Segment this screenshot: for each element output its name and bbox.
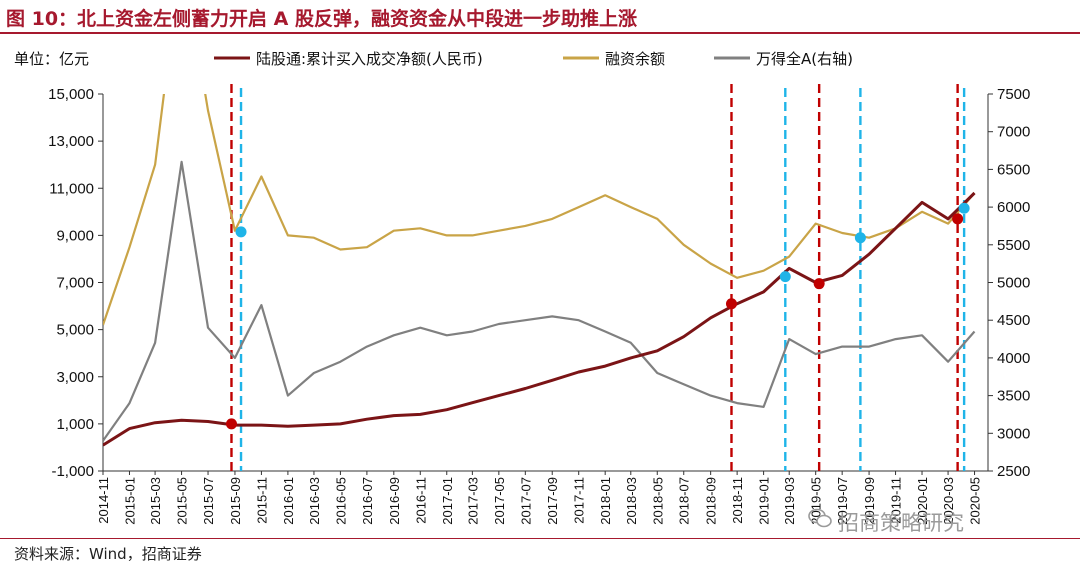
legend-label: 陆股通:累计买入成交净额(人民币)	[256, 50, 483, 68]
x-tick-label: 2017-11	[572, 477, 587, 524]
blue-event-point	[854, 232, 866, 244]
watermark: 招商策略研究	[838, 511, 964, 535]
x-tick-label: 2015-09	[228, 477, 243, 525]
y-right-tick-label: 3000	[997, 425, 1030, 442]
red-event-point	[725, 298, 737, 310]
y-right-tick-label: 6500	[997, 161, 1030, 178]
y-left-tick-label: 9,000	[56, 227, 94, 244]
y-left-tick-label: -1,000	[51, 463, 94, 480]
x-tick-label: 2017-01	[440, 477, 455, 525]
x-tick-label: 2017-05	[492, 477, 507, 525]
series-lines	[103, 94, 976, 447]
chart-canvas: 单位：亿元 陆股通:累计买入成交净额(人民币) 融资余额 万得全A(右轴) 15,0…	[14, 50, 1030, 525]
x-tick-label: 2016-07	[360, 477, 375, 525]
legend-label: 万得全A(右轴)	[756, 50, 853, 68]
blue-event-point	[235, 226, 247, 238]
y-left-tick-label: 1,000	[56, 416, 94, 433]
y-left-tick-label: 13,000	[48, 133, 94, 150]
event-lines	[230, 84, 966, 471]
x-tick-label: 2018-05	[650, 477, 665, 525]
x-tick-label: 2019-03	[782, 477, 797, 525]
title-rule	[0, 32, 1080, 34]
x-tick-label: 2016-11	[413, 477, 428, 524]
x-tick-label: 2020-03	[941, 477, 956, 525]
source-note: 资料来源：Wind，招商证券	[14, 545, 202, 563]
y-left-tick-label: 15,000	[48, 86, 94, 103]
blue-event-point	[958, 202, 970, 214]
wechat-icon	[808, 508, 832, 528]
x-tick-label: 2017-07	[518, 477, 533, 525]
margin-balance-line	[103, 94, 976, 326]
y-right-tick-label: 7500	[997, 86, 1030, 103]
x-tick-label: 2015-03	[148, 477, 163, 525]
red-event-point	[952, 213, 964, 225]
x-tick-label: 2018-01	[598, 477, 613, 525]
figure-title: 图 10：北上资金左侧蓄力开启 A 股反弹，融资资金从中段进一步助推上涨	[6, 8, 637, 30]
y-left-tick-label: 7,000	[56, 275, 94, 292]
chart-axes: 15,000 13,000 11,000 9,000 7,000 5,000 3,000 1,…	[48, 86, 1030, 525]
x-tick-label: 2020-01	[915, 477, 930, 525]
x-tick-label: 2014-11	[96, 477, 111, 524]
x-tick-label: 2017-09	[545, 477, 560, 525]
wind-all-a-line	[103, 160, 976, 442]
y-right-tick-label: 6000	[997, 199, 1030, 216]
x-tick-label: 2018-09	[704, 477, 719, 525]
x-tick-label: 2017-03	[465, 477, 480, 525]
unit-label: 单位：亿元	[14, 50, 89, 68]
x-tick-label: 2016-01	[281, 477, 296, 525]
y-left-tick-label: 3,000	[56, 369, 94, 386]
x-tick-label: 2018-03	[624, 477, 639, 525]
footer-rule	[0, 538, 1080, 539]
red-event-point	[225, 418, 237, 430]
y-right-tick-label: 5000	[997, 275, 1030, 292]
x-tick-label: 2016-05	[333, 477, 348, 525]
x-tick-label: 2018-11	[730, 477, 745, 524]
blue-event-point	[779, 271, 791, 283]
x-tick-label: 2019-11	[889, 477, 904, 524]
y-left-tick-label: 5,000	[56, 322, 94, 339]
northbound-line	[103, 191, 976, 447]
x-tick-label: 2015-05	[175, 477, 190, 525]
x-tick-label: 2016-09	[387, 477, 402, 525]
red-event-point	[813, 278, 825, 290]
legend-label: 融资余额	[605, 50, 665, 68]
x-tick-label: 2016-03	[307, 477, 322, 525]
x-tick-label: 2015-11	[254, 477, 269, 524]
x-tick-label: 2015-07	[201, 477, 216, 525]
x-tick-label: 2018-07	[677, 477, 692, 525]
y-right-tick-label: 3500	[997, 388, 1030, 405]
y-right-tick-label: 5500	[997, 237, 1030, 254]
y-left-tick-label: 11,000	[49, 180, 94, 197]
x-tick-label: 2019-07	[835, 477, 850, 525]
y-right-tick-label: 4000	[997, 350, 1030, 367]
chart-legend: 陆股通:累计买入成交净额(人民币) 融资余额 万得全A(右轴)	[214, 50, 853, 68]
y-right-tick-label: 4500	[997, 312, 1030, 329]
x-tick-label: 2019-09	[862, 477, 877, 525]
x-tick-label: 2020-05	[968, 477, 983, 525]
y-right-tick-label: 7000	[997, 124, 1030, 141]
y-right-tick-label: 2500	[997, 463, 1030, 480]
x-tick-label: 2015-01	[122, 477, 137, 525]
x-tick-label: 2019-01	[757, 477, 772, 525]
x-tick-label: 2019-05	[809, 477, 824, 525]
event-points	[225, 202, 970, 430]
